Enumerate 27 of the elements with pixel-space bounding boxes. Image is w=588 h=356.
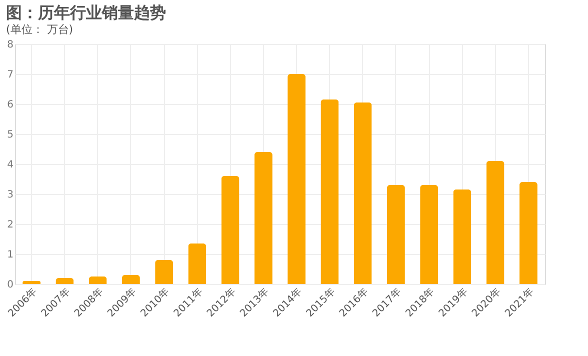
y-tick-label: 4: [7, 160, 14, 170]
bar: [354, 102, 372, 284]
bar: [420, 185, 438, 284]
y-tick-label: 6: [7, 100, 14, 110]
bar: [155, 260, 174, 284]
bar: [386, 185, 405, 284]
bar: [188, 244, 206, 284]
bar: [453, 190, 472, 284]
y-tick-label: 5: [7, 130, 14, 140]
bar: [519, 182, 538, 284]
bar: [486, 161, 504, 284]
bar: [122, 275, 140, 284]
y-tick-label: 7: [7, 70, 14, 80]
chart-title: 图：历年行业销量趋势: [6, 3, 166, 22]
bar: [221, 176, 240, 284]
y-tick-label: 2: [7, 220, 14, 230]
bar: [56, 278, 74, 284]
y-tick-label: 8: [7, 40, 14, 50]
bar: [288, 74, 306, 284]
y-tick-label: 3: [7, 190, 14, 200]
chart-subtitle: (单位： 万台): [6, 23, 74, 36]
y-tick-label: 0: [7, 280, 14, 290]
y-tick-label: 1: [7, 250, 14, 260]
bar: [254, 152, 272, 284]
bar: [320, 100, 339, 284]
bar: [22, 281, 41, 284]
bar: [88, 276, 107, 284]
